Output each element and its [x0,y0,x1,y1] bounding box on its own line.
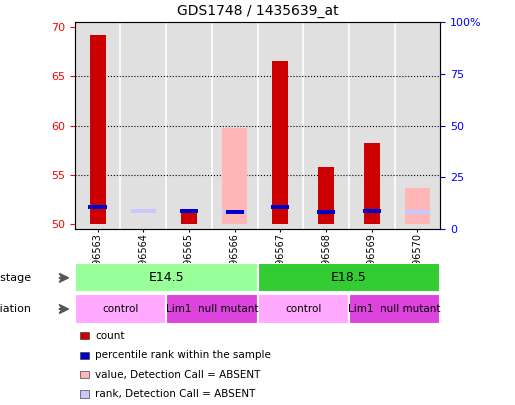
Text: E18.5: E18.5 [331,271,367,284]
Bar [363,209,381,213]
Bar [405,188,430,224]
Text: E14.5: E14.5 [148,271,184,284]
Text: control: control [285,304,321,314]
Text: development stage: development stage [0,273,31,283]
Text: Lim1  null mutant: Lim1 null mutant [165,304,258,314]
Text: control: control [102,304,139,314]
Bar [75,263,258,292]
Text: rank, Detection Call = ABSENT: rank, Detection Call = ABSENT [95,389,255,399]
Bar [90,35,106,224]
Bar [271,205,289,209]
Bar [180,209,198,213]
Bar [364,143,380,224]
Text: value, Detection Call = ABSENT: value, Detection Call = ABSENT [95,370,261,379]
Bar [317,210,335,214]
Bar [222,128,247,224]
Text: Lim1  null mutant: Lim1 null mutant [348,304,441,314]
Bar [181,210,197,224]
Bar [405,210,430,214]
Bar [166,294,258,324]
Bar [272,61,288,224]
Bar [349,294,440,324]
Bar [75,294,166,324]
Text: percentile rank within the sample: percentile rank within the sample [95,350,271,360]
Bar [258,294,349,324]
Title: GDS1748 / 1435639_at: GDS1748 / 1435639_at [177,4,338,19]
Text: genotype/variation: genotype/variation [0,304,31,314]
Bar [222,210,247,214]
Bar [258,263,440,292]
Bar [318,167,334,224]
Bar [131,209,156,213]
Text: count: count [95,331,125,341]
Bar [226,210,244,214]
Bar [89,205,107,209]
